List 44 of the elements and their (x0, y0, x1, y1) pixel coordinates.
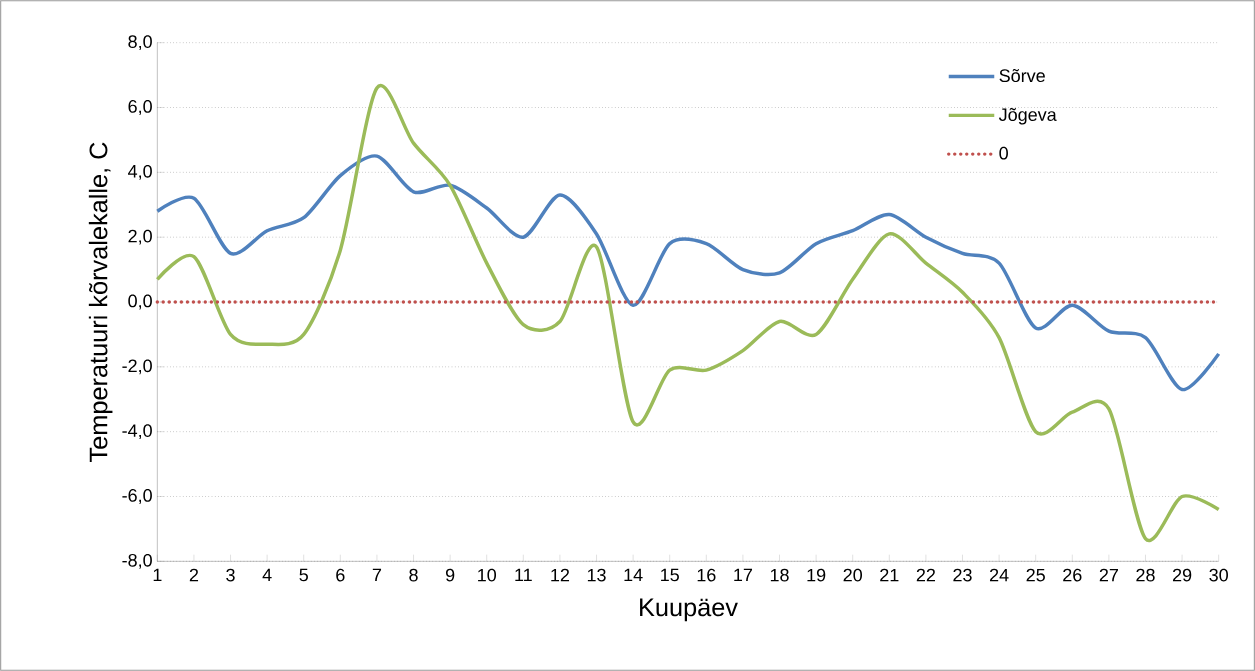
x-tick-label: 1 (153, 568, 162, 582)
y-tick-label: 2,0 (128, 229, 152, 245)
x-tick-label: 9 (445, 568, 455, 582)
legend-label: Jõgeva (998, 107, 1057, 125)
y-tick-label: -8,0 (122, 553, 152, 569)
x-tick-label: 30 (1209, 568, 1228, 582)
x-tick-label: 7 (372, 568, 382, 582)
y-tick-label: -2,0 (122, 359, 152, 375)
legend-label: 0 (999, 146, 1008, 160)
x-tick-label: 23 (953, 568, 972, 582)
x-tick-label: 11 (515, 568, 532, 582)
x-tick-label: 6 (336, 568, 345, 582)
y-tick-label: 0,0 (128, 294, 152, 310)
x-tick-label: 12 (551, 568, 570, 582)
x-tick-label: 2 (189, 568, 199, 582)
y-tick-label: 8,0 (128, 35, 152, 51)
x-tick-label: 26 (1063, 568, 1082, 582)
x-tick-label: 8 (409, 568, 418, 582)
x-tick-label: 10 (478, 568, 497, 582)
x-tick-label: 18 (770, 568, 789, 582)
x-tick-label: 4 (262, 568, 272, 582)
x-tick-label: 14 (624, 568, 643, 582)
y-tick-label: -6,0 (122, 489, 152, 504)
x-tick-label: 15 (661, 568, 679, 582)
x-tick-label: 28 (1136, 568, 1155, 582)
y-tick-label: -4,0 (122, 424, 152, 440)
x-tick-label: 5 (299, 568, 308, 582)
x-tick-label: 25 (1026, 568, 1045, 582)
y-tick-label: 6,0 (128, 100, 152, 115)
x-tick-label: 17 (734, 568, 753, 582)
x-tick-label: 22 (916, 568, 936, 582)
x-tick-label: 13 (587, 568, 606, 582)
x-tick-label: 29 (1172, 568, 1192, 582)
x-tick-label: 24 (989, 568, 1009, 582)
y-tick-label: 4,0 (128, 164, 152, 180)
x-tick-label: 3 (226, 568, 235, 582)
x-tick-label: 19 (807, 568, 826, 582)
x-tick-label: 27 (1099, 568, 1118, 582)
y-axis-title: Temperatuuri kõrvalekalle, C (88, 142, 113, 462)
x-tick-label: 21 (880, 568, 899, 582)
legend-label: Sõrve (999, 69, 1045, 83)
x-axis-title: Kuupäev (640, 598, 738, 622)
x-tick-label: 20 (843, 568, 862, 582)
x-tick-label: 16 (697, 568, 716, 582)
